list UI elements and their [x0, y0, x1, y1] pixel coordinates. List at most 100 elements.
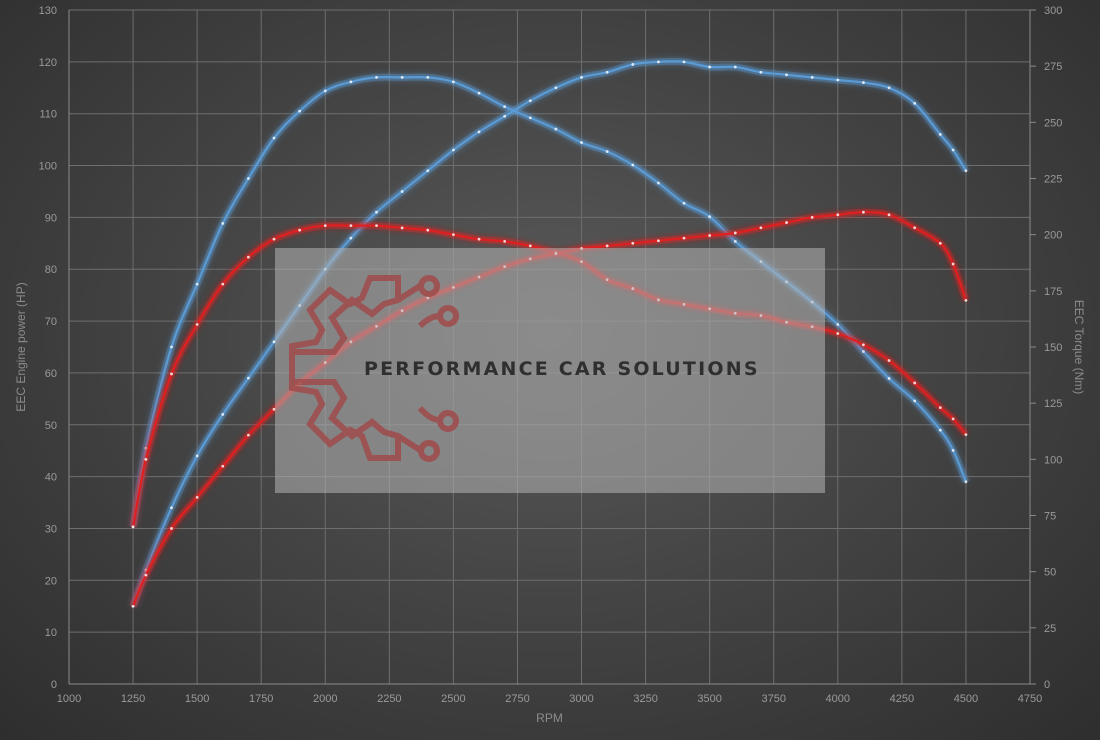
data-point — [375, 210, 378, 214]
data-point — [298, 228, 302, 232]
data-point — [246, 376, 250, 380]
data-point — [170, 506, 173, 510]
data-point — [170, 345, 173, 349]
data-point — [426, 76, 430, 79]
data-point — [131, 525, 135, 529]
data-point — [477, 237, 481, 241]
data-point — [836, 332, 840, 335]
x-tick-label: 2250 — [377, 693, 401, 705]
data-point — [452, 233, 455, 237]
x-tick-label: 2500 — [441, 693, 465, 705]
gear-circuit-logo-icon — [289, 275, 459, 462]
data-point — [246, 433, 250, 437]
data-point — [862, 210, 865, 214]
y-tick-label: 100 — [39, 161, 57, 173]
data-point — [323, 89, 327, 93]
data-point — [272, 237, 276, 241]
data-point — [349, 224, 353, 228]
y2-tick-label: 100 — [1044, 454, 1062, 466]
data-point — [272, 407, 276, 411]
x-tick-label: 3750 — [761, 693, 785, 705]
data-point — [605, 244, 609, 248]
series-line — [132, 75, 967, 527]
y2-axis-title: EEC Torque (Nm) — [1072, 300, 1086, 394]
data-point — [708, 65, 712, 69]
x-tick-label: 4500 — [954, 693, 978, 705]
data-point — [400, 226, 404, 230]
x-tick-label: 1250 — [121, 693, 145, 705]
x-tick-label: 1500 — [185, 693, 209, 705]
data-point — [682, 201, 686, 205]
data-point — [580, 76, 583, 79]
data-point — [913, 381, 917, 385]
data-point — [810, 76, 814, 79]
data-point — [938, 133, 942, 136]
y-tick-label: 130 — [39, 5, 57, 17]
data-point — [836, 78, 840, 82]
data-point — [759, 70, 763, 74]
x-tick-label: 4000 — [826, 693, 850, 705]
data-point — [221, 464, 225, 468]
data-point — [221, 282, 225, 286]
data-point — [964, 298, 968, 302]
data-point — [298, 109, 302, 113]
data-point — [195, 495, 199, 499]
data-point — [785, 221, 788, 224]
data-point — [862, 81, 865, 84]
y-tick-label: 40 — [45, 472, 57, 484]
data-point — [400, 190, 404, 193]
data-point — [964, 480, 968, 484]
y2-tick-label: 50 — [1044, 567, 1056, 579]
series-0 — [129, 73, 970, 529]
data-point — [528, 99, 532, 103]
data-point — [580, 141, 583, 144]
data-point — [144, 457, 148, 461]
y-tick-label: 90 — [45, 212, 57, 224]
y2-tick-label: 250 — [1044, 117, 1062, 129]
data-point — [426, 228, 430, 232]
data-point — [272, 340, 276, 344]
y-tick-label: 50 — [45, 420, 57, 432]
data-point — [477, 130, 481, 134]
watermark-text: PERFORMANCE CAR SOLUTIONS — [364, 358, 760, 380]
data-point — [759, 226, 763, 230]
data-point — [951, 417, 955, 421]
y-tick-label: 0 — [51, 679, 57, 691]
data-point — [708, 234, 712, 237]
data-point — [733, 240, 737, 243]
data-point — [631, 63, 635, 66]
y-tick-label: 120 — [39, 57, 57, 69]
data-point — [426, 169, 430, 173]
data-point — [810, 215, 814, 219]
y-tick-label: 60 — [45, 368, 57, 380]
data-point — [887, 359, 891, 362]
x-tick-label: 3500 — [697, 693, 721, 705]
data-point — [349, 80, 353, 84]
series-1 — [129, 57, 969, 608]
data-point — [221, 413, 225, 416]
data-point — [503, 114, 507, 118]
y2-tick-label: 0 — [1044, 679, 1050, 691]
y2-tick-label: 225 — [1044, 174, 1062, 186]
data-point — [477, 91, 481, 95]
y-tick-label: 20 — [45, 575, 57, 587]
data-point — [964, 433, 968, 437]
data-point — [862, 343, 865, 347]
data-point — [195, 454, 199, 458]
y2-tick-label: 25 — [1044, 623, 1056, 635]
data-point — [503, 240, 507, 243]
x-tick-label: 4250 — [890, 693, 914, 705]
y-tick-label: 80 — [45, 264, 57, 276]
data-point — [554, 86, 558, 90]
x-tick-label: 2750 — [505, 693, 529, 705]
axes: 1000 1250 1500 1750 2000 2250 2500 2750 3000 3250… — [14, 5, 1086, 725]
data-point — [323, 224, 327, 228]
data-point — [375, 224, 378, 228]
data-point — [528, 244, 532, 248]
data-point — [913, 399, 917, 403]
data-point — [708, 215, 712, 219]
data-point — [913, 101, 917, 105]
data-point — [631, 163, 635, 167]
data-point — [887, 377, 891, 380]
